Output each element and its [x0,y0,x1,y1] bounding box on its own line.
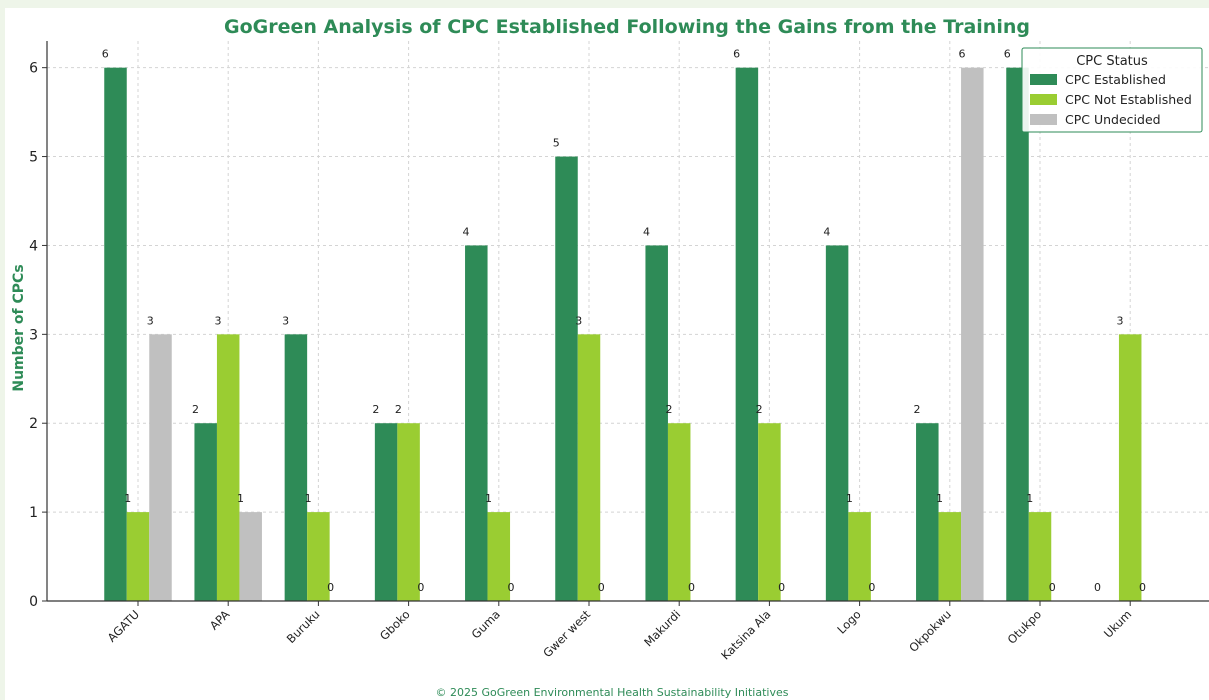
x-tick-label: Ukum [1101,607,1134,640]
bar-value-label: 4 [643,225,650,238]
x-tick-label: Makurdi [641,607,683,649]
bar-value-label: 6 [102,48,109,61]
bar-value-label: 1 [485,492,492,505]
legend-entry: CPC Not Established [1065,92,1192,107]
bar [938,512,962,601]
bar-value-label: 4 [463,225,470,238]
y-tick-label: 1 [29,505,38,521]
x-tick-label: Katsina Ala [718,607,773,662]
bar-value-label: 3 [282,314,289,327]
legend-entry: CPC Established [1065,72,1166,87]
bar-value-label: 3 [214,314,221,327]
bar-value-label: 0 [1049,581,1056,594]
legend-swatch [1030,94,1057,105]
x-tick-label: APA [207,607,233,633]
bar-value-label: 2 [665,403,672,416]
bar-value-label: 0 [598,581,605,594]
bar [126,512,150,601]
bar [239,512,262,601]
x-tick-label: Guma [469,607,503,641]
bar [555,156,578,602]
bar-value-label: 3 [1116,314,1123,327]
bar [645,245,668,601]
bar-value-label: 0 [1139,581,1146,594]
bar [149,334,172,601]
bar [825,245,849,601]
bar [194,423,217,601]
bar [667,423,691,601]
bar-value-label: 1 [305,492,312,505]
bar-value-label: 3 [575,314,582,327]
y-tick-label: 4 [29,238,38,254]
bar [216,334,240,601]
y-tick-label: 0 [29,594,38,610]
x-tick-label: AGATU [105,607,142,644]
y-tick-label: 3 [29,327,38,343]
bar-value-label: 0 [327,581,334,594]
bar [961,67,984,601]
footer-copyright: © 2025 GoGreen Environmental Health Sust… [436,686,789,699]
bar-value-label: 6 [959,48,966,61]
bar-value-label: 6 [733,48,740,61]
legend: CPC Status CPC Established CPC Not Establi… [1021,47,1203,133]
bar-value-label: 1 [846,492,853,505]
bar-value-label: 0 [417,581,424,594]
bar [758,423,781,601]
y-tick-label: 5 [29,150,38,166]
x-tick-label: Gboko [377,607,413,643]
bar-value-label: 0 [868,581,875,594]
bar [1118,334,1142,601]
bar [397,423,420,601]
bar-value-label: 6 [1004,48,1011,61]
bar [916,423,939,601]
x-tick-label: Logo [834,607,863,636]
x-tick-label: Okpokwu [906,607,954,655]
legend-swatch [1030,74,1057,85]
bar [848,512,871,601]
bar [104,67,127,601]
bar-value-label: 1 [936,492,943,505]
bar-value-label: 2 [914,403,921,416]
y-tick-label: 6 [29,61,38,77]
bar-value-label: 1 [1026,492,1033,505]
legend-box [1021,47,1203,133]
bars: 6 2 3 2 4 5 4 6 4 2 6 0 1 3 1 2 1 3 2 2 1 1 1 3 3 1 0 0 0 0 0 0 0 6 0 0 [102,48,1146,602]
bar-value-label: 2 [192,403,199,416]
x-tick-label: Otukpo [1005,607,1044,646]
bar [577,334,601,601]
bar [1028,512,1052,601]
bar-value-label: 2 [756,403,763,416]
bar-value-label: 0 [778,581,785,594]
bar-value-label: 2 [395,403,402,416]
bar [284,334,308,601]
legend-swatch [1030,114,1057,125]
bar-value-label: 1 [237,492,244,505]
legend-entry: CPC Undecided [1065,112,1161,127]
x-tick-label: Buruku [284,607,323,646]
bar-chart: GoGreen Analysis of CPC Established Foll… [11,16,1209,699]
bar-value-label: 0 [688,581,695,594]
bar [465,245,488,601]
bar-value-label: 1 [124,492,131,505]
bar [307,512,330,601]
bar-value-label: 0 [1094,581,1101,594]
bar [487,512,511,601]
x-tick-label: Gwer west [540,607,593,660]
chart-title: GoGreen Analysis of CPC Established Foll… [224,16,1030,38]
bar-value-label: 2 [372,403,379,416]
y-tick-label: 2 [29,416,38,432]
bar-value-label: 3 [147,314,154,327]
bar [1006,67,1029,601]
bar [374,423,398,601]
bar-value-label: 0 [508,581,515,594]
chart-frame: GoGreen Analysis of CPC Established Foll… [5,8,1209,700]
bar-value-label: 5 [553,137,560,150]
bar-value-label: 4 [823,225,830,238]
y-axis-label: Number of CPCs [11,264,27,391]
bar [735,67,759,601]
legend-title: CPC Status [1076,54,1148,69]
